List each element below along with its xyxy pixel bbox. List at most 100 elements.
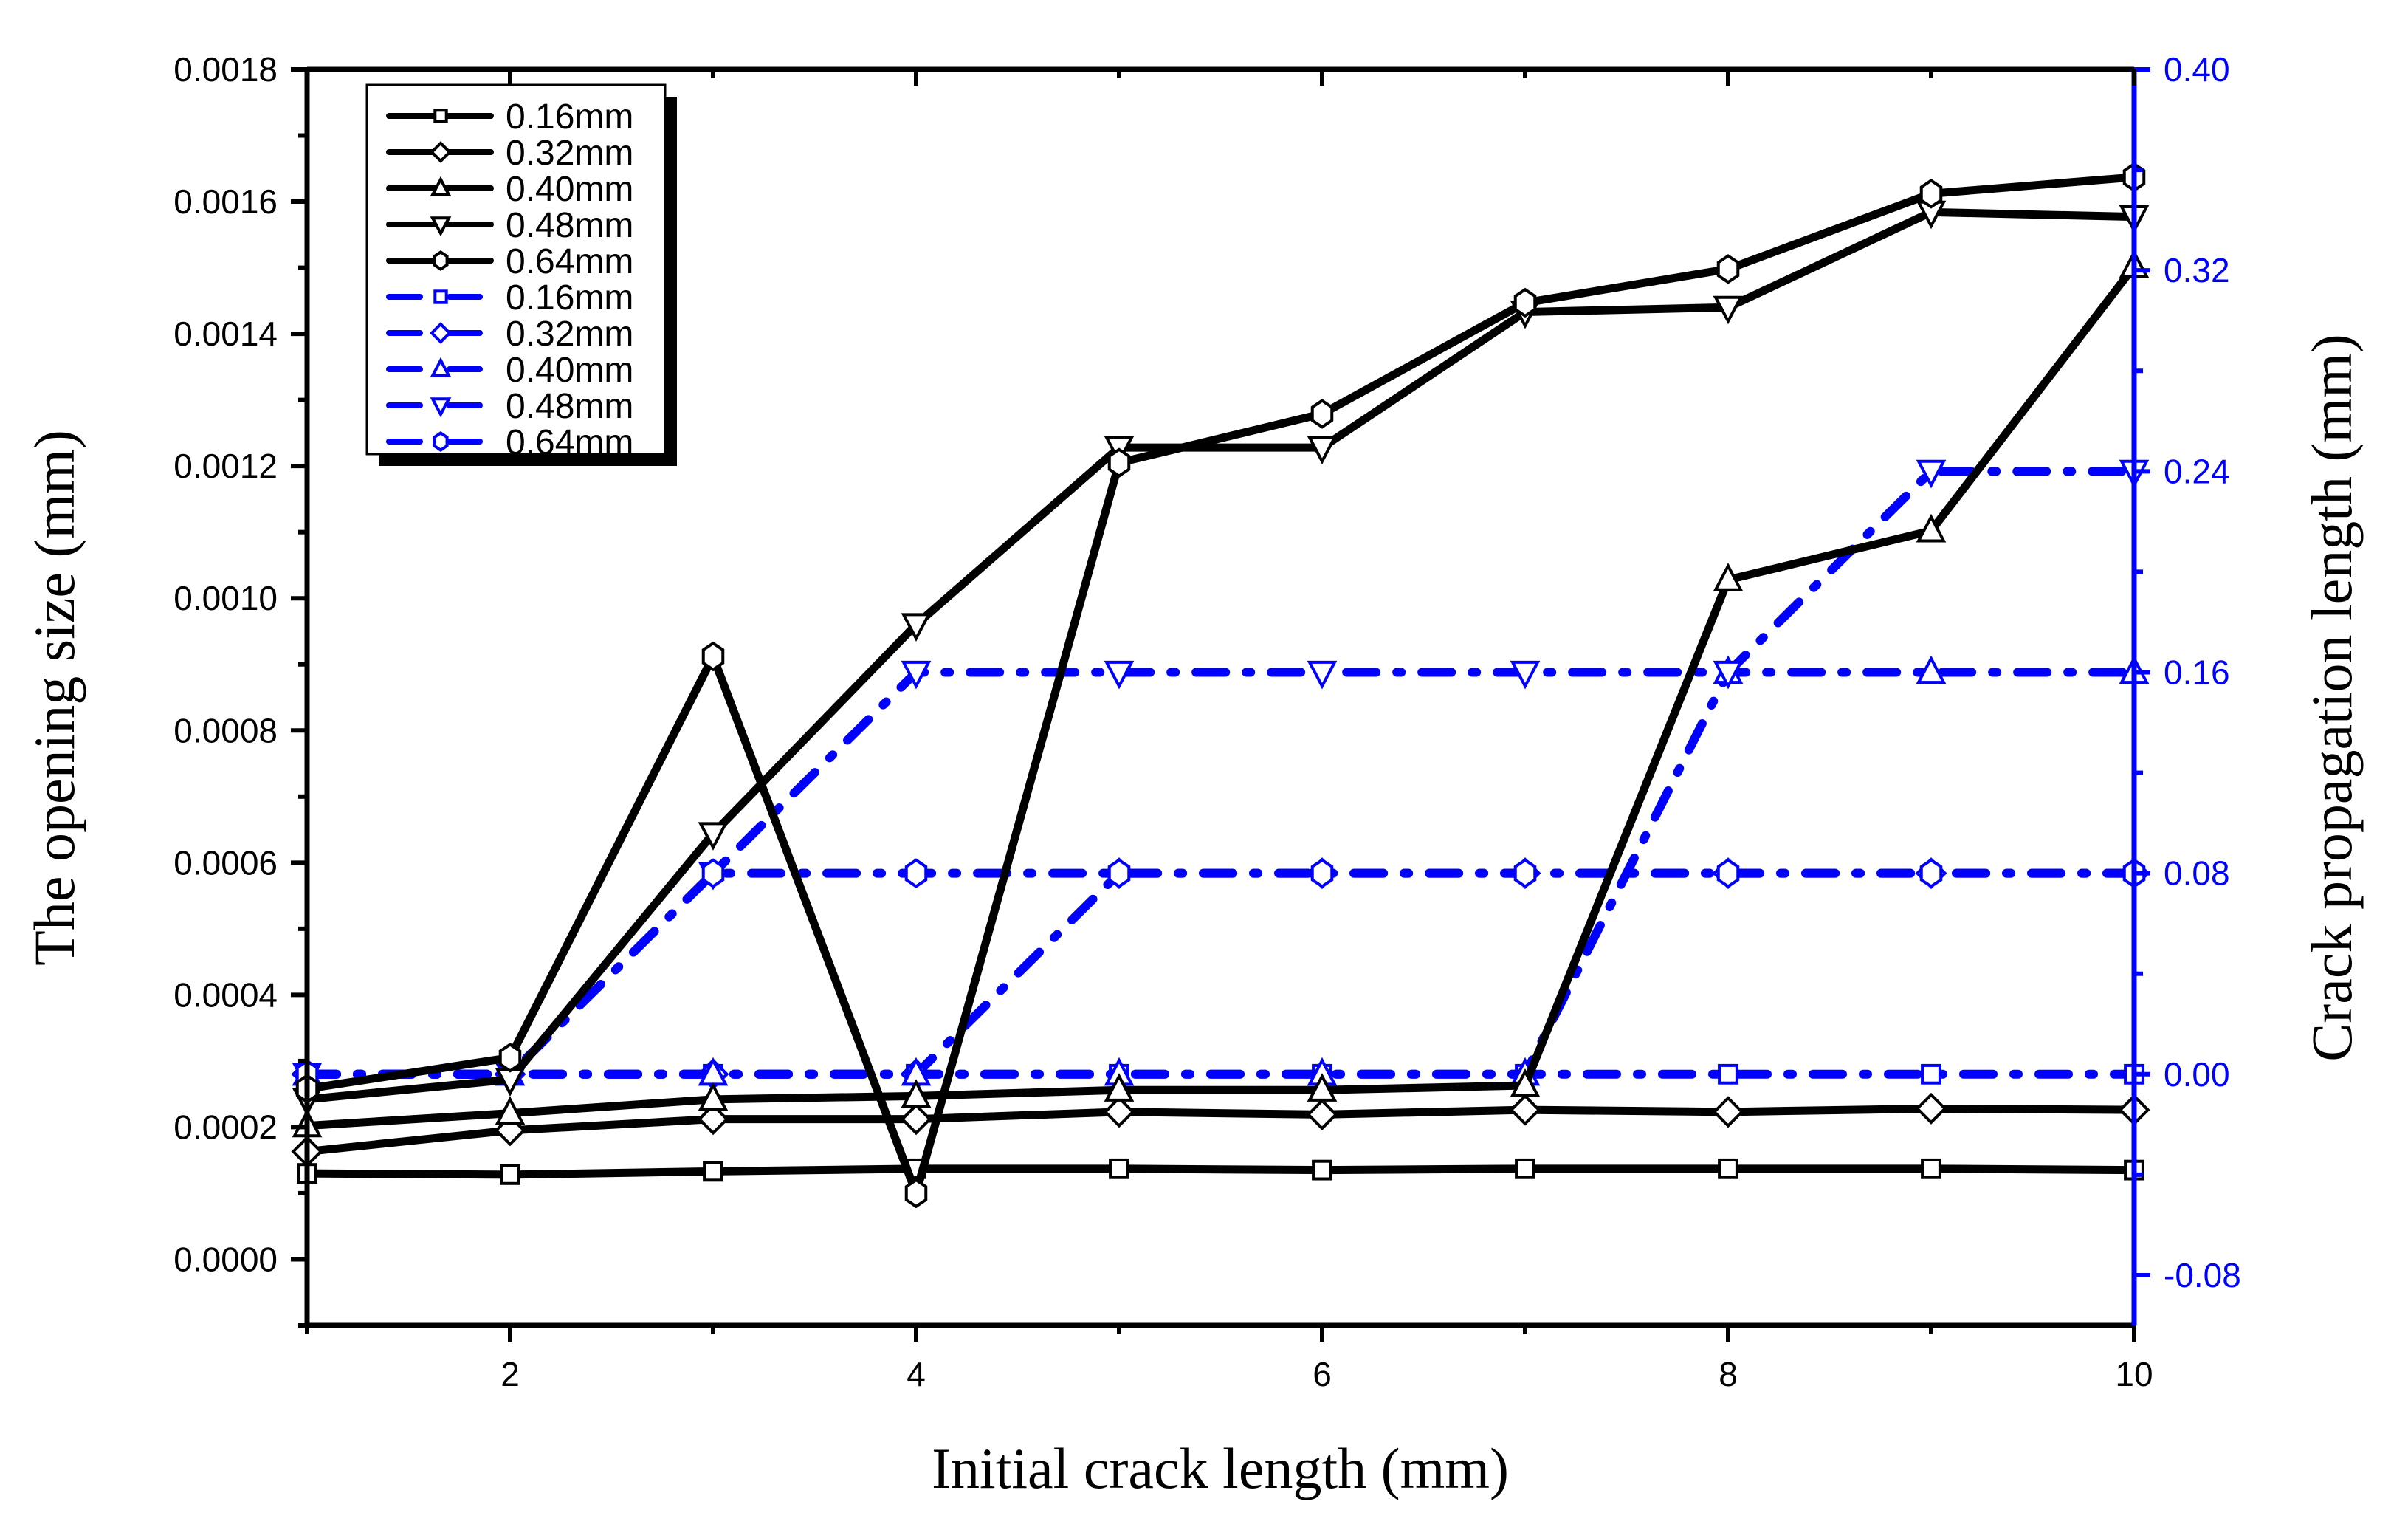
hexagon-marker-icon [1107, 858, 1131, 888]
triangle-down-marker-icon [430, 216, 452, 237]
legend-label: 0.16mm [506, 97, 633, 137]
legend-item: 0.40mm [386, 351, 633, 390]
square-marker-icon [703, 1161, 723, 1182]
y2-axis-title: Crack propagation length (mm) [2299, 334, 2364, 1062]
square-marker-icon [500, 1164, 520, 1185]
series-left-0.16mm [297, 1158, 2144, 1185]
legend-item: 0.40mm [386, 170, 633, 209]
y-tick-label: 0.0002 [173, 1108, 278, 1146]
y2-tick-label: 0.00 [2164, 1055, 2230, 1094]
y2-tick-label: 0.16 [2164, 653, 2230, 691]
legend-label: 0.32mm [506, 134, 633, 173]
triangle-down-marker-icon [698, 822, 729, 851]
y2-tick-label: -0.08 [2164, 1256, 2241, 1294]
triangle-up-marker-icon [1104, 1073, 1135, 1102]
y-tick-label: 0.0016 [173, 182, 278, 221]
legend-item: 0.16mm [386, 278, 633, 318]
legend-item: 0.48mm [386, 387, 633, 426]
series-line [303, 173, 2139, 1198]
hexagon-marker-icon [1919, 179, 1943, 209]
y-tick-label: 0.0008 [173, 711, 278, 749]
x-tick-label: 8 [1719, 1355, 1738, 1393]
y-tick-label: 0.0006 [173, 843, 278, 882]
diamond-marker-icon [1306, 1098, 1338, 1130]
series-line [303, 262, 2139, 1130]
y2-tick-label: 0.24 [2164, 452, 2230, 490]
x-tick-label: 4 [907, 1355, 926, 1393]
legend-item: 0.32mm [386, 315, 633, 354]
triangle-down-marker-icon [1510, 660, 1541, 690]
legend-label: 0.40mm [506, 351, 633, 390]
legend: 0.16mm0.32mm0.40mm0.48mm0.64mm0.16mm0.32… [365, 83, 677, 466]
series-right-0.64mm [295, 858, 2146, 1090]
axes: 0.00000.00020.00040.00060.00080.00100.00… [173, 50, 2241, 1393]
series-right-0.48mm [292, 459, 2150, 1091]
diamond-marker-icon [430, 141, 452, 163]
diamond-marker-icon [697, 1103, 729, 1136]
x-tick-label: 6 [1313, 1355, 1332, 1393]
legend-item: 0.64mm [386, 242, 633, 281]
triangle-down-marker-icon [1916, 459, 1947, 489]
diamond-marker-icon [430, 322, 452, 344]
diamond-marker-icon [1103, 1096, 1135, 1128]
hexagon-marker-icon [904, 1178, 928, 1209]
y-tick-label: 0.0004 [173, 975, 278, 1014]
hexagon-marker-icon [701, 641, 725, 672]
triangle-up-marker-icon [495, 1096, 526, 1125]
series-right-0.32mm [291, 857, 2150, 1091]
y-axis-title: The opening size (mm) [22, 430, 86, 966]
triangle-up-marker-icon [1307, 1073, 1338, 1102]
hexagon-marker-icon [1716, 858, 1740, 888]
triangle-up-marker-icon [1916, 655, 1947, 684]
hexagon-marker-icon [1310, 858, 1334, 888]
legend-label: 0.32mm [506, 315, 633, 354]
legend-item: 0.64mm [386, 423, 633, 462]
y-tick-label: 0.0010 [173, 579, 278, 617]
legend-label: 0.16mm [506, 278, 633, 318]
plot-series [291, 162, 2150, 1209]
hexagon-marker-icon [701, 858, 725, 888]
triangle-down-marker-icon [1307, 660, 1338, 690]
y2-tick-label: 0.08 [2164, 854, 2230, 893]
hexagon-marker-icon [433, 250, 449, 271]
triangle-up-marker-icon [430, 176, 452, 196]
series-line [303, 668, 2139, 1079]
legend-label: 0.48mm [506, 387, 633, 426]
x-axis-title: Initial crack length (mm) [932, 1436, 1509, 1500]
square-marker-icon [1109, 1158, 1129, 1179]
legend-label: 0.40mm [506, 170, 633, 209]
x-tick-label: 10 [2115, 1355, 2153, 1393]
x-tick-label: 2 [500, 1355, 520, 1393]
series-line [303, 207, 2139, 1104]
diamond-marker-icon [1509, 1094, 1541, 1126]
hexagon-marker-icon [1513, 287, 1537, 318]
triangle-down-marker-icon [901, 613, 932, 642]
series-line [303, 1104, 2139, 1156]
series-line [303, 868, 2139, 1079]
y-tick-label: 0.0014 [173, 315, 278, 353]
square-marker-icon [1515, 1158, 1535, 1179]
legend-item: 0.16mm [386, 97, 633, 137]
hexagon-marker-icon [498, 1043, 522, 1073]
square-marker-icon [1921, 1158, 1941, 1179]
hexagon-marker-icon [1107, 447, 1131, 478]
y-tick-label: 0.0000 [173, 1240, 278, 1278]
triangle-up-marker-icon [698, 1082, 729, 1111]
triangle-down-marker-icon [901, 660, 932, 690]
legend-label: 0.64mm [506, 423, 633, 462]
diamond-marker-icon [1915, 1092, 1947, 1125]
square-marker-icon [433, 109, 448, 123]
series-line [303, 868, 2139, 1079]
triangle-down-marker-icon [1713, 660, 1744, 690]
hexagon-marker-icon [1513, 858, 1537, 888]
triangle-up-marker-icon [1510, 1068, 1541, 1097]
diamond-marker-icon [1712, 1096, 1744, 1128]
legend-label: 0.48mm [506, 206, 633, 245]
series-line [303, 1164, 2139, 1179]
hexagon-marker-icon [1919, 858, 1943, 888]
triangle-down-marker-icon [1307, 436, 1338, 465]
square-marker-icon [1718, 1063, 1738, 1085]
legend-box [365, 83, 667, 456]
hexagon-marker-icon [1310, 399, 1334, 429]
